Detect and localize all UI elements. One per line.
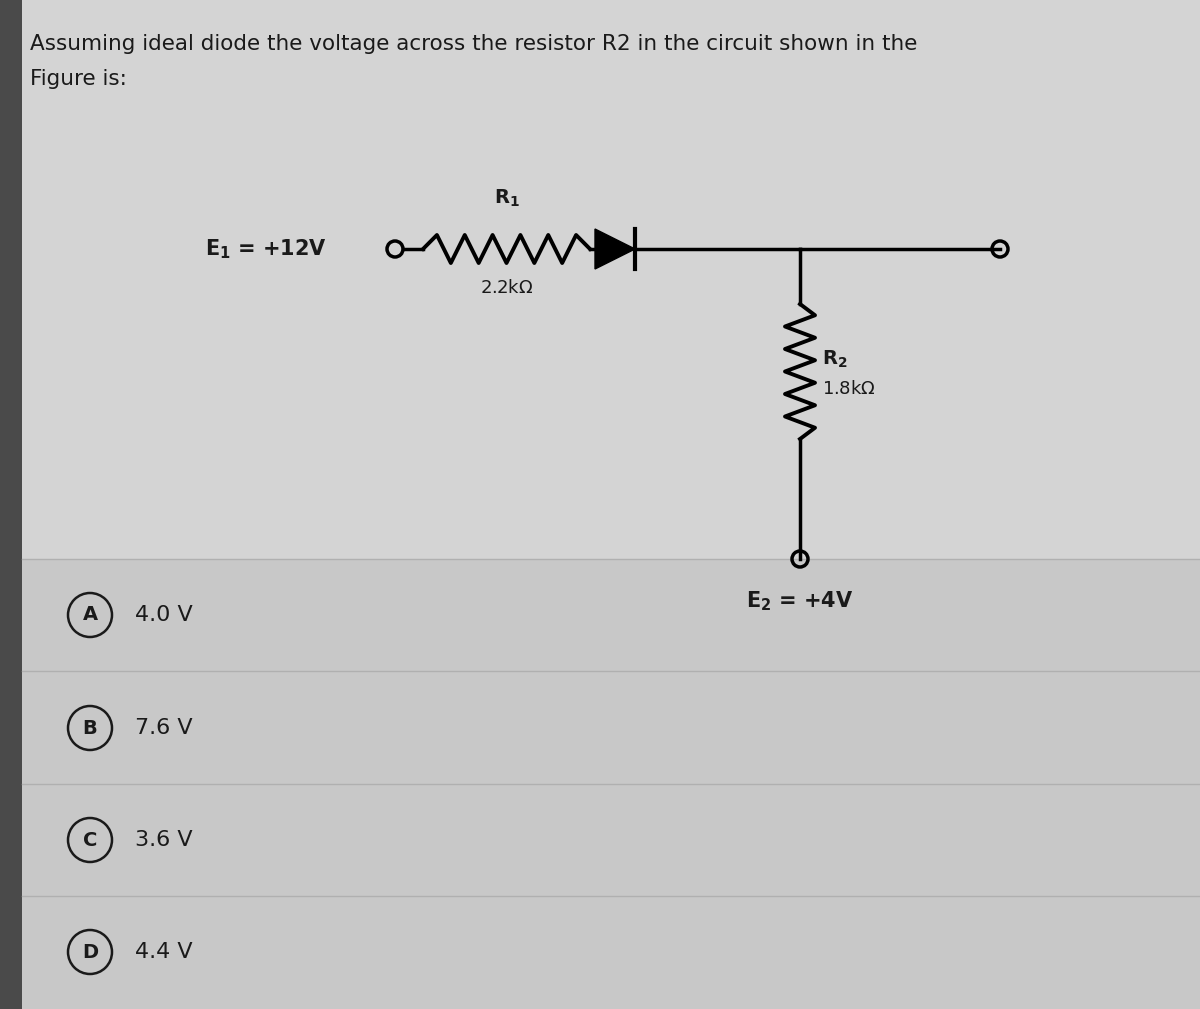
FancyBboxPatch shape xyxy=(0,0,22,1009)
Text: 3.6 V: 3.6 V xyxy=(134,830,193,850)
Text: A: A xyxy=(83,605,97,625)
Text: Figure is:: Figure is: xyxy=(30,69,127,89)
Text: $\mathbf{E_1}$ = +12V: $\mathbf{E_1}$ = +12V xyxy=(205,237,326,260)
FancyBboxPatch shape xyxy=(0,559,1200,1009)
Text: D: D xyxy=(82,942,98,962)
Text: 4.4 V: 4.4 V xyxy=(134,942,193,962)
Text: $\mathbf{R_1}$: $\mathbf{R_1}$ xyxy=(493,188,520,209)
Text: 2.2k$\Omega$: 2.2k$\Omega$ xyxy=(480,279,533,297)
Text: Assuming ideal diode the voltage across the resistor R2 in the circuit shown in : Assuming ideal diode the voltage across … xyxy=(30,34,917,54)
Text: B: B xyxy=(83,718,97,738)
Text: $\mathbf{E_2}$ = +4V: $\mathbf{E_2}$ = +4V xyxy=(746,589,853,612)
Polygon shape xyxy=(595,229,635,269)
Text: $\mathbf{R_2}$: $\mathbf{R_2}$ xyxy=(822,349,847,370)
FancyBboxPatch shape xyxy=(0,0,1200,559)
Text: 1.8k$\Omega$: 1.8k$\Omega$ xyxy=(822,380,876,399)
Text: 7.6 V: 7.6 V xyxy=(134,718,193,738)
Text: 4.0 V: 4.0 V xyxy=(134,605,193,625)
Text: C: C xyxy=(83,830,97,850)
